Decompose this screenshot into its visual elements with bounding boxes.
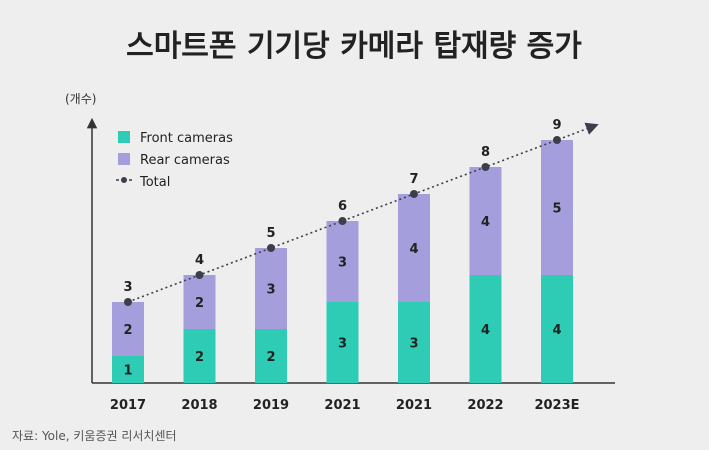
legend: Front cameras Rear cameras Total	[116, 131, 233, 190]
total-point-2	[267, 244, 275, 252]
legend-label-total: Total	[139, 175, 170, 190]
total-point-3	[339, 217, 347, 225]
x-axis-ticks: 2017 2018 2019 2021 2021 2022 2023E	[110, 398, 580, 413]
total-label-0: 3	[123, 280, 132, 295]
total-label-1: 4	[195, 253, 204, 268]
total-point-5	[482, 163, 490, 171]
total-label-2: 5	[266, 226, 275, 241]
data-label-front-cameras-3: 3	[338, 337, 347, 352]
x-tick-label-6: 2023E	[534, 398, 579, 413]
total-label-3: 6	[338, 199, 347, 214]
data-label-rear-cameras-0: 2	[123, 323, 132, 338]
data-label-rear-cameras-4: 4	[409, 242, 418, 257]
data-label-front-cameras-0: 1	[123, 364, 132, 379]
data-label-rear-cameras-6: 5	[552, 202, 561, 217]
data-label-rear-cameras-2: 3	[266, 283, 275, 298]
legend-swatch-rear-cameras	[118, 153, 130, 165]
legend-label-rear-cameras: Rear cameras	[140, 153, 230, 168]
x-tick-label-4: 2021	[396, 398, 432, 413]
data-label-front-cameras-2: 2	[266, 350, 275, 365]
x-tick-label-5: 2022	[467, 398, 503, 413]
legend-swatch-front-cameras	[118, 131, 130, 143]
total-label-5: 8	[481, 145, 490, 160]
data-label-front-cameras-1: 2	[195, 350, 204, 365]
total-point-6	[553, 136, 561, 144]
total-point-4	[410, 190, 418, 198]
x-tick-label-0: 2017	[110, 398, 146, 413]
data-label-front-cameras-4: 3	[409, 337, 418, 352]
chart-title: 스마트폰 기기당 카메라 탑재량 증가	[126, 29, 582, 64]
total-point-1	[196, 271, 204, 279]
data-label-rear-cameras-3: 3	[338, 256, 347, 271]
data-label-front-cameras-6: 4	[552, 323, 561, 338]
legend-label-front-cameras: Front cameras	[140, 131, 233, 146]
y-axis-unit-label: (개수)	[65, 92, 96, 106]
data-label-rear-cameras-1: 2	[195, 296, 204, 311]
bars-group: 1 2 2 2 2 3 3 3 3 4 4 4 4 5	[112, 140, 573, 383]
total-label-6: 9	[552, 118, 561, 133]
total-label-4: 7	[409, 172, 418, 187]
total-point-0	[124, 298, 132, 306]
data-label-rear-cameras-5: 4	[481, 215, 490, 230]
data-label-front-cameras-5: 4	[481, 323, 490, 338]
x-tick-label-2: 2019	[253, 398, 289, 413]
source-note: 자료: Yole, 키움증권 리서치센터	[12, 429, 177, 443]
x-tick-label-3: 2021	[324, 398, 360, 413]
legend-marker-total	[121, 177, 127, 183]
x-tick-label-1: 2018	[181, 398, 217, 413]
